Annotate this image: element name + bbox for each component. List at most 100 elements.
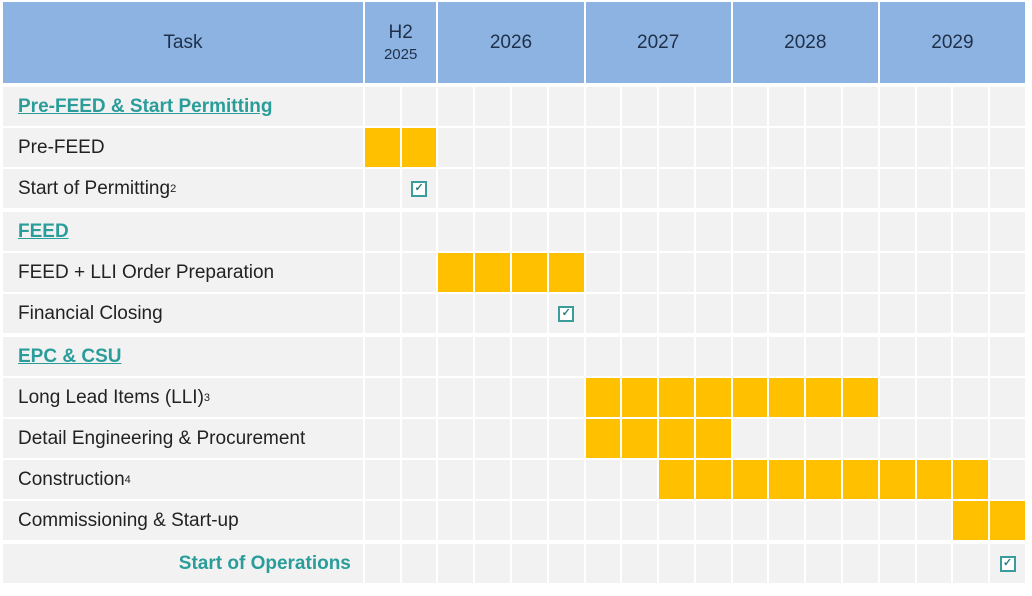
grid-cell — [916, 212, 954, 251]
grid-cell — [916, 87, 954, 126]
gantt-bar-segment — [659, 378, 696, 417]
grid-cell — [879, 169, 917, 208]
grid-cell — [585, 544, 623, 583]
grid-cell — [475, 419, 512, 458]
task-name: Commissioning & Start-up — [18, 509, 239, 531]
task-row: Pre-FEED — [3, 126, 1027, 167]
grid-cell — [695, 294, 733, 333]
grid-cell — [879, 419, 917, 458]
grid-cell — [843, 294, 880, 333]
gantt-bar-segment — [769, 378, 807, 417]
grid-cell — [732, 337, 770, 376]
gantt-bar-segment — [401, 128, 439, 167]
gantt-bar-segment — [843, 460, 880, 499]
grid-cell — [769, 294, 807, 333]
grid-cell — [475, 501, 512, 540]
gantt-bar-segment — [732, 378, 770, 417]
grid-cell — [953, 544, 991, 583]
grid-cell — [548, 337, 586, 376]
grid-cell — [732, 294, 770, 333]
grid-cell — [659, 87, 696, 126]
grid-cell — [438, 212, 476, 251]
grid-cell — [659, 544, 696, 583]
grid-cell — [953, 128, 991, 167]
grid-cell — [401, 460, 439, 499]
grid-cell — [401, 378, 439, 417]
grid-cell — [548, 212, 586, 251]
gantt-bar-segment — [585, 378, 623, 417]
gantt-bar-segment — [622, 419, 660, 458]
grid-cell — [401, 212, 439, 251]
grid-cell — [585, 169, 623, 208]
grid-cell — [585, 253, 623, 292]
footnote-marker: 3 — [203, 391, 211, 404]
grid-cell — [548, 544, 586, 583]
grid-cell — [990, 253, 1027, 292]
grid-cell — [916, 169, 954, 208]
task-name: Pre-FEED — [18, 136, 105, 158]
grid-cell — [475, 128, 512, 167]
grid-cell — [475, 337, 512, 376]
grid-cell — [438, 87, 476, 126]
gantt-bar-segment — [695, 460, 733, 499]
grid-cell — [585, 212, 623, 251]
task-row: Financial Closing ✓ — [3, 292, 1027, 333]
task-row: Start of Operations ✓ — [3, 540, 1027, 583]
grid-cell — [769, 501, 807, 540]
grid-cell — [879, 253, 917, 292]
grid-cell — [769, 212, 807, 251]
milestone-checkbox-icon: ✓ — [999, 555, 1016, 572]
grid-cell — [659, 501, 696, 540]
grid-cell — [695, 501, 733, 540]
grid-cell — [953, 337, 991, 376]
grid-cell — [916, 544, 954, 583]
task-name: FEED — [18, 220, 69, 242]
task-label: Financial Closing — [3, 294, 365, 333]
grid-cell — [622, 501, 660, 540]
grid-cell — [475, 544, 512, 583]
grid-cell — [512, 212, 549, 251]
grid-cell — [806, 544, 844, 583]
grid-cell — [843, 419, 880, 458]
grid-cell — [879, 337, 917, 376]
gantt-bar-segment — [732, 460, 770, 499]
grid-cell — [879, 212, 917, 251]
grid-cell — [659, 128, 696, 167]
grid-cell — [916, 294, 954, 333]
task-label: Detail Engineering & Procurement — [3, 419, 365, 458]
gantt-bar-segment — [364, 128, 402, 167]
grid-cell — [953, 87, 991, 126]
grid-cell — [512, 419, 549, 458]
task-name: Detail Engineering & Procurement — [18, 427, 306, 449]
task-label: Construction 4 — [3, 460, 365, 499]
grid-cell — [953, 169, 991, 208]
grid-cell — [364, 501, 402, 540]
grid-cell — [953, 212, 991, 251]
gantt-bar-segment — [659, 460, 696, 499]
grid-cell — [769, 337, 807, 376]
gantt-bar-segment — [548, 253, 586, 292]
grid-cell — [512, 294, 549, 333]
grid-cell — [622, 544, 660, 583]
grid-cell — [732, 87, 770, 126]
gantt-bar-segment — [622, 378, 660, 417]
grid-cell — [622, 294, 660, 333]
grid-cell — [401, 294, 439, 333]
grid-cell — [843, 253, 880, 292]
gantt-chart: Task H2 2025 2026 2027 2028 2029 Pre-FEED & Sta… — [3, 2, 1027, 583]
grid-cell — [916, 337, 954, 376]
grid-cell — [806, 419, 844, 458]
grid-cell — [438, 378, 476, 417]
grid-cell — [695, 544, 733, 583]
grid-cell — [953, 419, 991, 458]
grid-cell — [364, 294, 402, 333]
grid-cell — [364, 337, 402, 376]
grid-cell — [732, 501, 770, 540]
grid-cell — [438, 294, 476, 333]
task-name: Financial Closing — [18, 302, 163, 324]
grid-cell — [512, 501, 549, 540]
task-header: Task — [3, 2, 365, 83]
grid-cell — [806, 169, 844, 208]
grid-cell — [879, 128, 917, 167]
grid-cell — [438, 460, 476, 499]
